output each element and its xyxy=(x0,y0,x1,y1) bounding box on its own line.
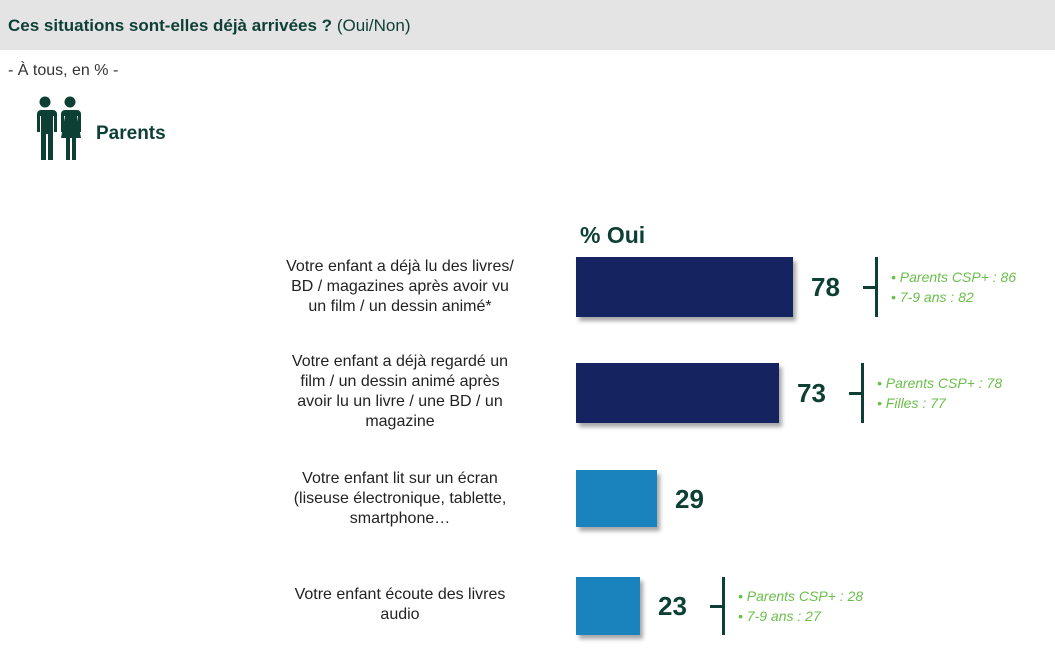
detail-line: • 7-9 ans : 27 xyxy=(738,608,821,624)
audience-label: Parents xyxy=(96,123,166,144)
bracket xyxy=(863,257,883,317)
value-label: 29 xyxy=(675,483,704,514)
detail-notes: • Parents CSP+ : 78 • Filles : 77 xyxy=(877,373,1002,413)
title-question: Ces situations sont-elles déjà arrivées … xyxy=(8,16,333,35)
parents-icon xyxy=(37,96,81,160)
detail-line: • Filles : 77 xyxy=(877,395,946,411)
detail-notes: • Parents CSP+ : 86 • 7-9 ans : 82 xyxy=(891,267,1016,307)
page-title: Ces situations sont-elles déjà arrivées … xyxy=(8,16,411,36)
bar xyxy=(576,577,640,635)
title-answers: (Oui/Non) xyxy=(336,16,411,35)
bracket xyxy=(710,577,730,635)
category-label: Votre enfant écoute des livres audio xyxy=(294,586,506,623)
bar xyxy=(576,257,793,317)
detail-notes: • Parents CSP+ : 28 • 7-9 ans : 27 xyxy=(738,586,863,626)
bracket xyxy=(849,363,869,423)
detail-line: • Parents CSP+ : 28 xyxy=(738,588,864,604)
detail-line: • 7-9 ans : 82 xyxy=(891,289,974,305)
subtitle: - À tous, en % - xyxy=(8,62,119,79)
bar xyxy=(576,363,779,423)
category-label: Votre enfant a déjà regardé un film / un … xyxy=(291,353,509,430)
category-label: Votre enfant a déjà lu des livres/BD / m… xyxy=(286,258,514,315)
column-header: % Oui xyxy=(580,222,646,248)
category-label: Votre enfant lit sur un écran (liseuse él… xyxy=(293,470,507,527)
header-bar: Ces situations sont-elles déjà arrivées … xyxy=(0,0,1055,50)
value-label: 78 xyxy=(811,272,840,302)
bar xyxy=(576,470,657,527)
detail-line: • Parents CSP+ : 78 xyxy=(877,375,1003,391)
value-label: 23 xyxy=(658,591,687,621)
value-label: 73 xyxy=(797,378,826,408)
detail-line: • Parents CSP+ : 86 xyxy=(891,269,1017,285)
